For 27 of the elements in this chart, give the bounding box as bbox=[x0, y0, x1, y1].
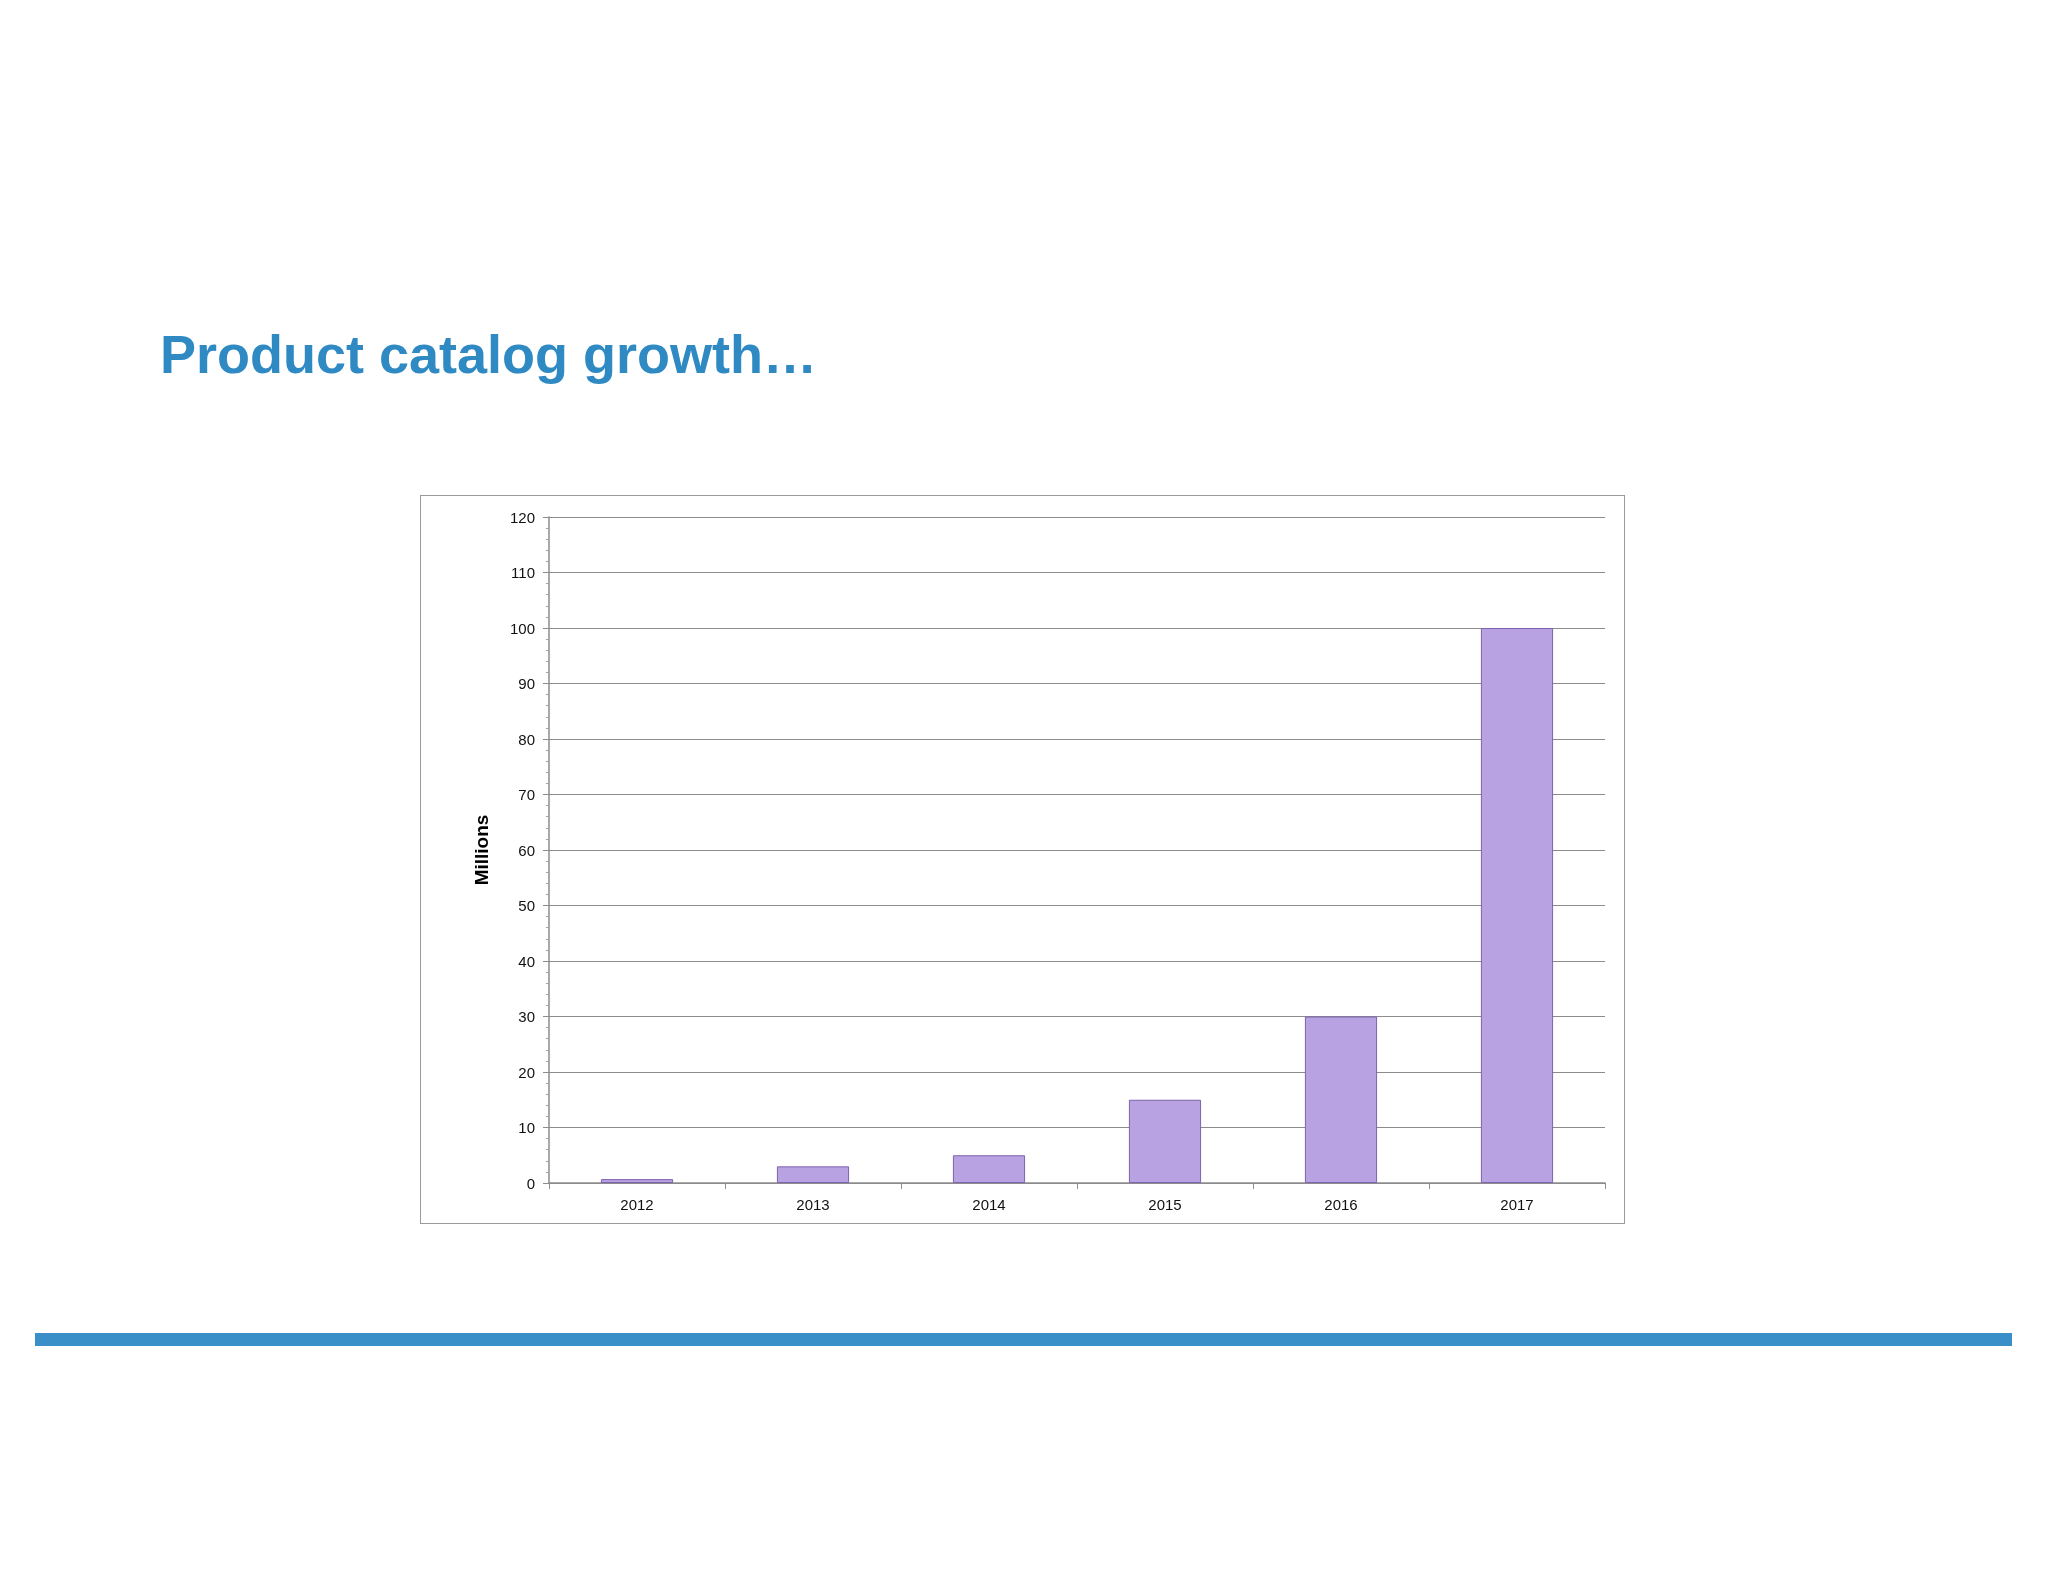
y-tick-label: 110 bbox=[511, 564, 535, 581]
y-tick-label: 100 bbox=[509, 619, 535, 637]
y-axis-title: Millions bbox=[471, 814, 492, 886]
bar bbox=[1304, 1016, 1378, 1183]
y-tick-label: 0 bbox=[526, 1174, 535, 1192]
bar bbox=[1480, 628, 1554, 1183]
x-tick-label: 2016 bbox=[1324, 1196, 1358, 1213]
bar bbox=[600, 1179, 674, 1183]
y-tick-label: 40 bbox=[518, 952, 535, 970]
chart-title: Product catalog growth… bbox=[160, 324, 818, 384]
x-tick-label: 2015 bbox=[1148, 1196, 1182, 1213]
y-tick-label: 10 bbox=[518, 1119, 535, 1136]
x-tick-label: 2013 bbox=[796, 1196, 830, 1213]
y-tick-label: 20 bbox=[518, 1063, 535, 1081]
y-tick-label: 120 bbox=[509, 508, 535, 526]
y-tick-label: 60 bbox=[518, 841, 535, 859]
y-tick-label: 30 bbox=[518, 1008, 535, 1025]
y-tick-label: 70 bbox=[518, 786, 535, 803]
x-tick-label: 2017 bbox=[1500, 1196, 1534, 1213]
bar bbox=[1128, 1099, 1202, 1183]
y-tick-label: 50 bbox=[518, 897, 535, 914]
bar bbox=[952, 1155, 1026, 1183]
x-tick-label: 2014 bbox=[972, 1196, 1006, 1213]
y-tick-label: 90 bbox=[518, 675, 535, 692]
y-tick-label: 80 bbox=[518, 730, 535, 748]
bar bbox=[776, 1166, 850, 1183]
x-tick-label: 2012 bbox=[620, 1196, 654, 1213]
